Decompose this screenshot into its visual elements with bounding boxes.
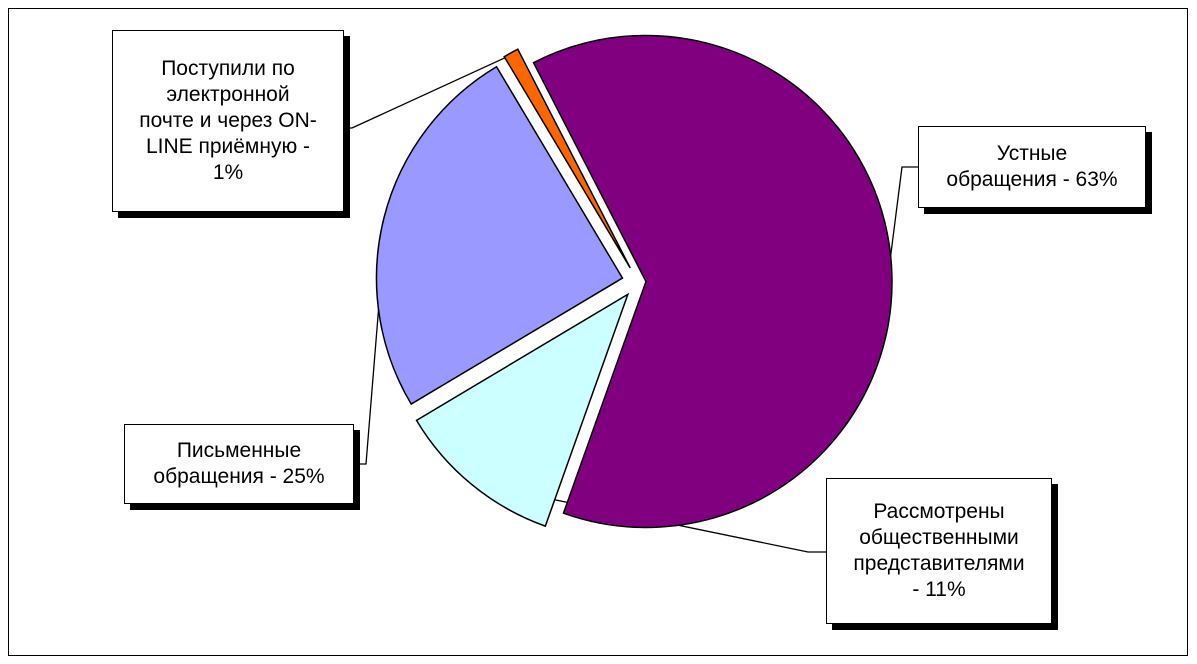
leader-line-online bbox=[344, 54, 513, 129]
slice-written bbox=[375, 65, 624, 406]
slice-label-public-representatives: Рассмотрены общественными представителям… bbox=[826, 478, 1052, 624]
slice-label-oral: Устные обращения - 63% bbox=[918, 126, 1146, 208]
slice-label-online: Поступили по электронной почте и через O… bbox=[112, 30, 344, 212]
slice-label-written: Письменные обращения - 25% bbox=[124, 424, 354, 504]
slice-oral bbox=[532, 34, 893, 529]
pie-slices bbox=[375, 34, 893, 529]
slice-online bbox=[503, 48, 631, 269]
leader-line-oral bbox=[888, 166, 918, 266]
slice-public-representatives bbox=[415, 292, 630, 528]
